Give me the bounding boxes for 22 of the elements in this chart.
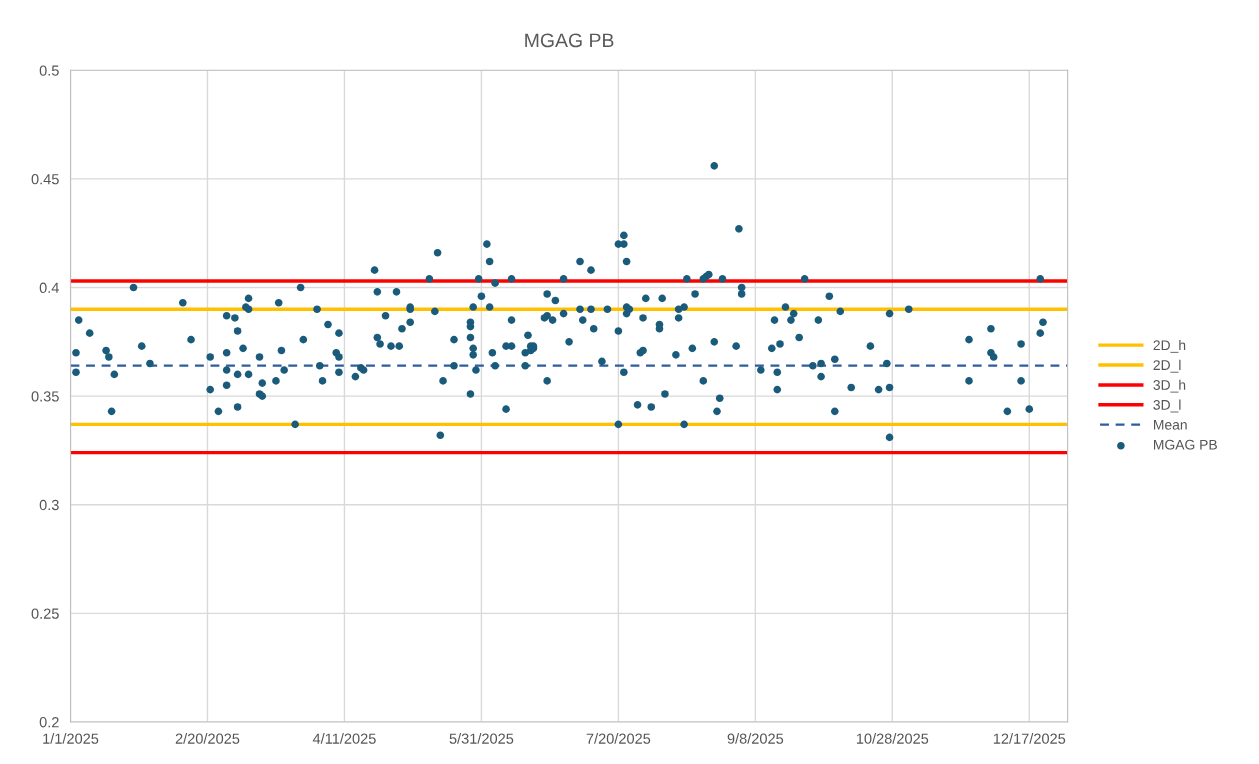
legend-label: MGAG PB bbox=[1153, 439, 1217, 450]
legend-label: 3D_h bbox=[1153, 379, 1186, 393]
x-tick-label: 2/20/2025 bbox=[175, 733, 240, 744]
y-tick-label: 0.25 bbox=[31, 608, 59, 619]
legend-label: 3D_l bbox=[1153, 399, 1181, 413]
y-tick-label: 0.35 bbox=[31, 391, 59, 402]
legend-label: Mean bbox=[1153, 420, 1187, 430]
x-tick-label: 5/31/2025 bbox=[449, 733, 514, 744]
x-tick-label: 7/20/2025 bbox=[586, 733, 651, 744]
legend-label: 2D_h bbox=[1153, 339, 1186, 353]
x-tick-label: 1/1/2025 bbox=[43, 733, 99, 744]
y-tick-label: 0.4 bbox=[39, 282, 59, 293]
y-tick-label: 0.5 bbox=[39, 65, 59, 76]
chart-title: MGAG PB bbox=[525, 33, 614, 48]
legend-label: 2D_l bbox=[1153, 359, 1181, 373]
x-tick-label: 4/11/2025 bbox=[312, 733, 376, 744]
x-tick-label: 9/8/2025 bbox=[727, 733, 784, 744]
x-tick-label: 12/17/2025 bbox=[993, 733, 1066, 744]
x-tick-label: 10/28/2025 bbox=[856, 733, 929, 744]
y-tick-label: 0.3 bbox=[39, 499, 59, 511]
y-tick-label: 0.2 bbox=[39, 717, 59, 728]
y-tick-label: 0.45 bbox=[31, 174, 59, 185]
